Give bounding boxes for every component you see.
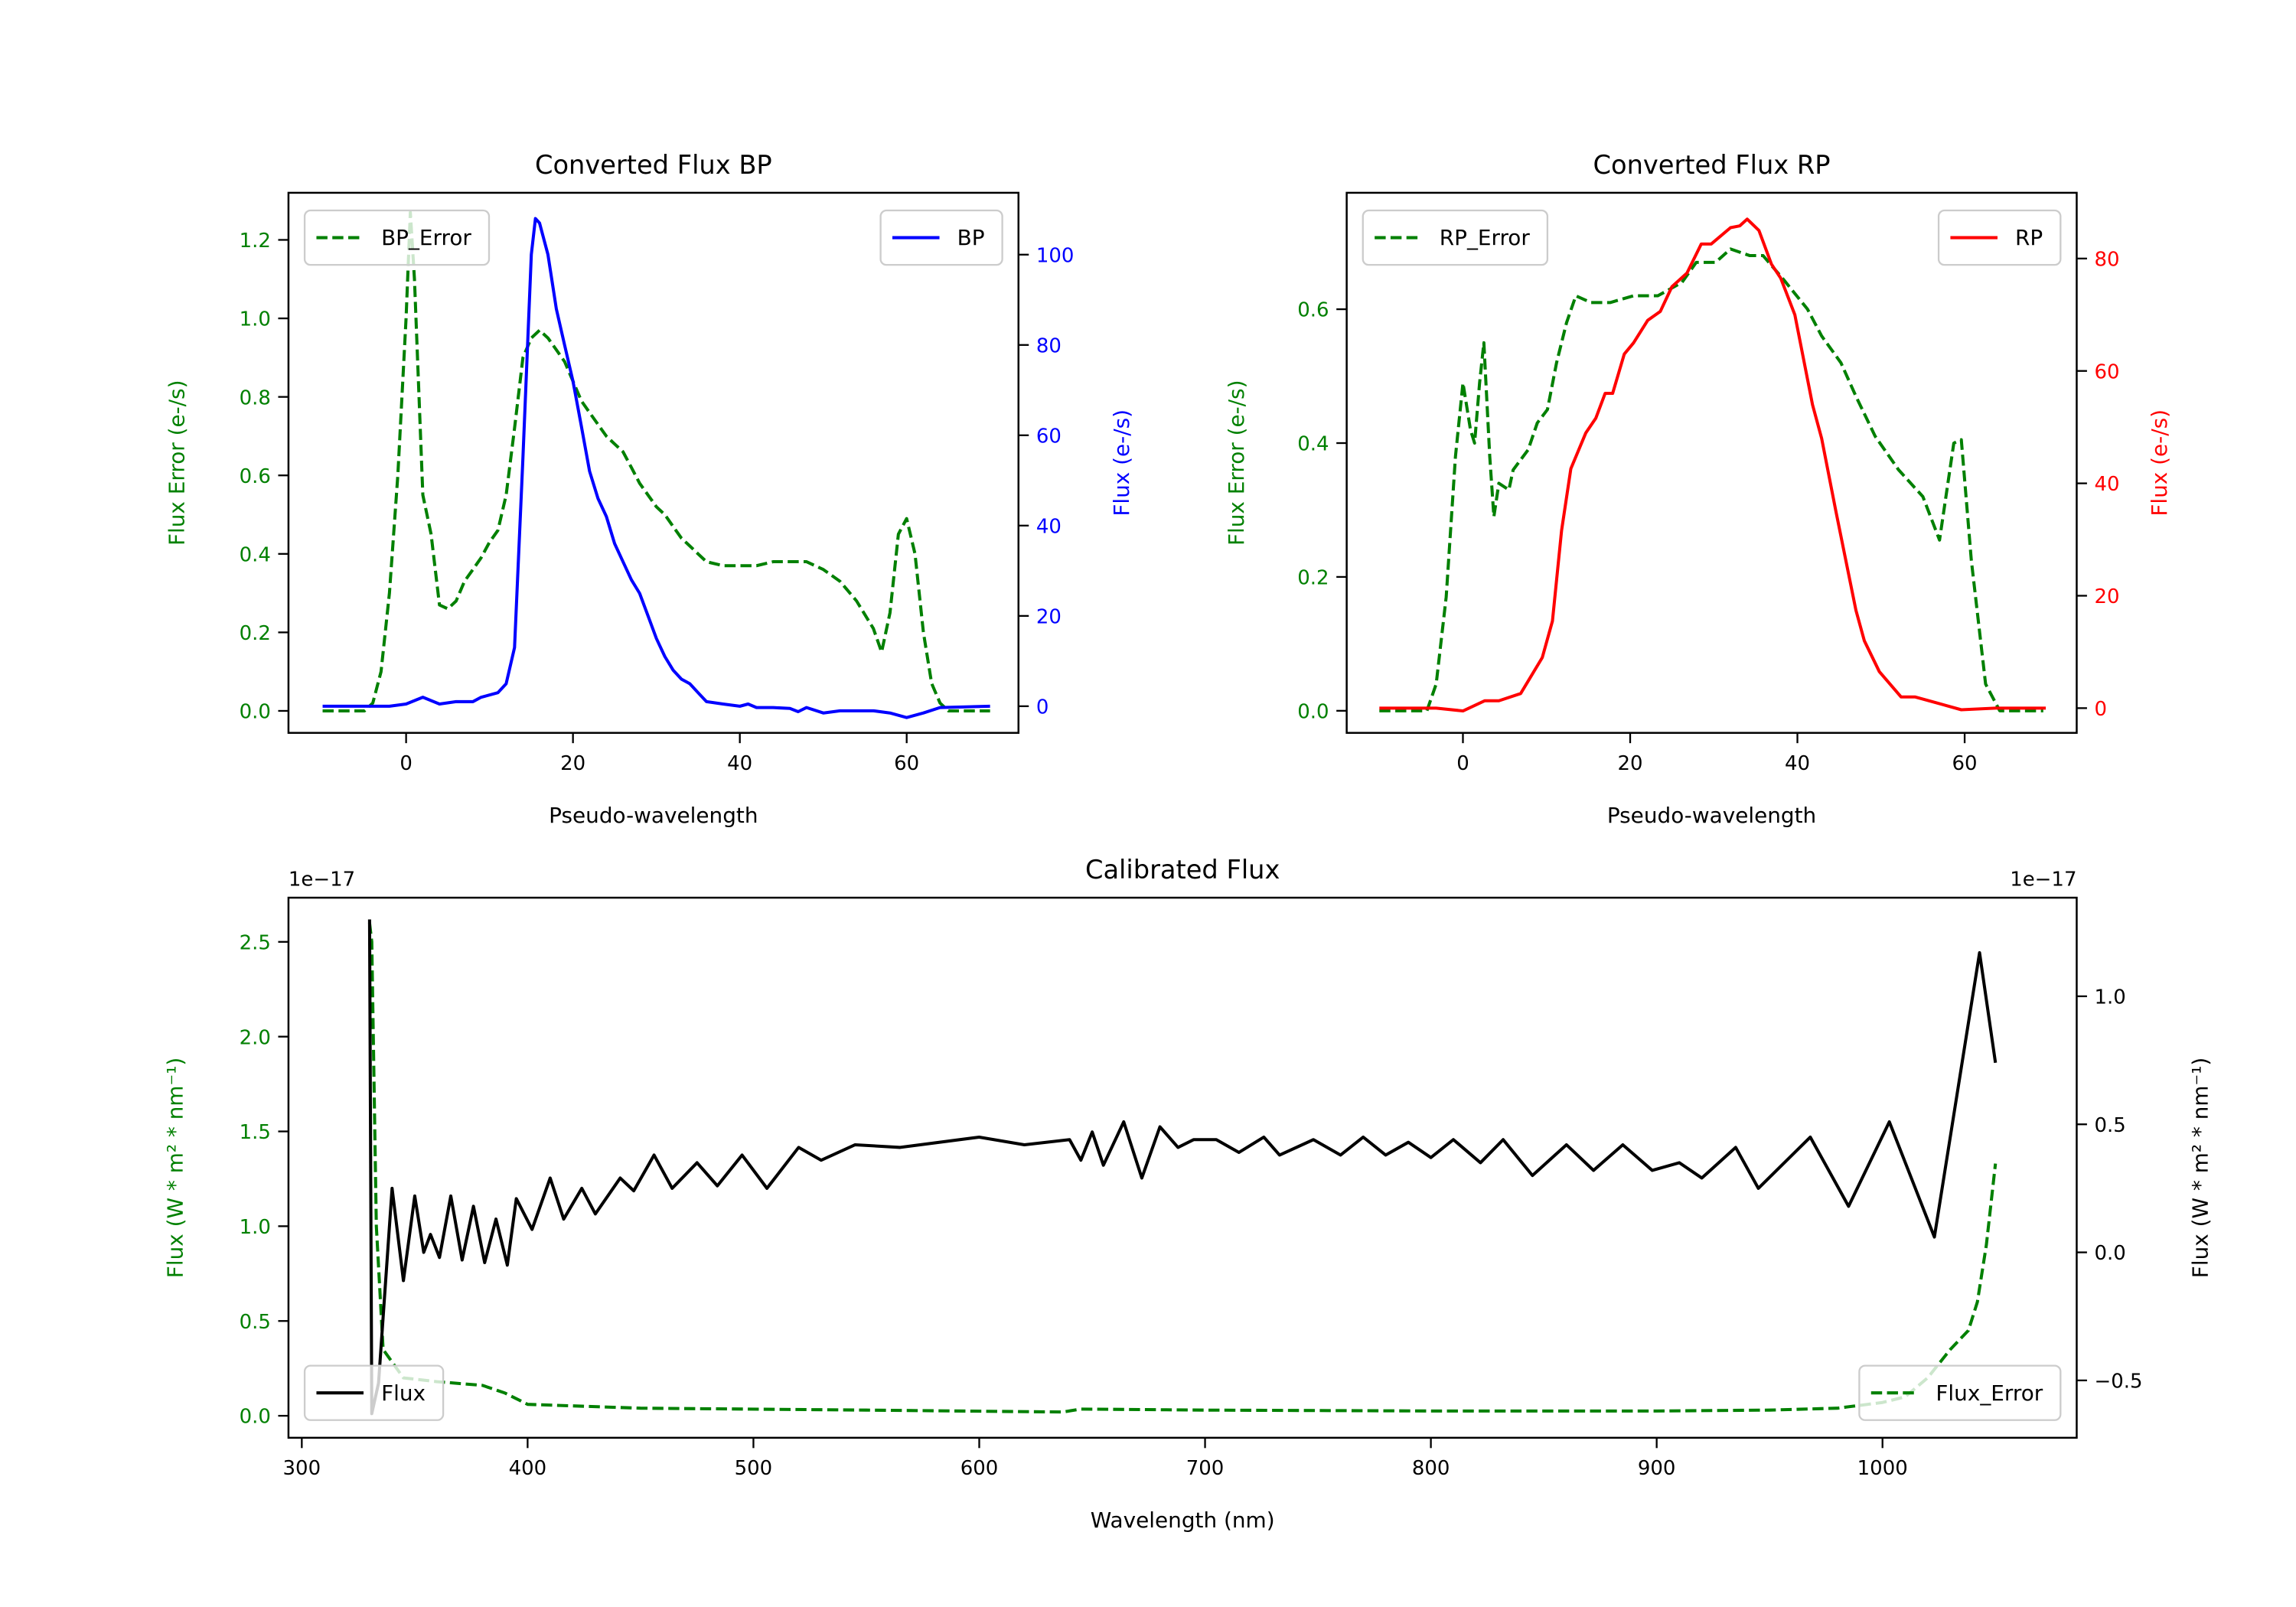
series-line-rp-error bbox=[1379, 247, 2043, 712]
x-tick-label: 40 bbox=[727, 752, 752, 775]
y-right-offset-text: 1e−17 bbox=[2010, 869, 2076, 892]
x-tick-label: 1000 bbox=[1857, 1457, 1908, 1480]
y-right-tick-label: 0 bbox=[1036, 696, 1049, 719]
legend-box bbox=[303, 209, 491, 266]
x-tick-label: 60 bbox=[1952, 752, 1978, 775]
y-left-tick-label: 0.0 bbox=[1297, 700, 1329, 723]
x-tick-label: 600 bbox=[960, 1457, 999, 1480]
y-right-tick-label: 40 bbox=[2095, 473, 2120, 496]
legend-label: RP_Error bbox=[1440, 225, 1531, 250]
x-tick-label: 900 bbox=[1638, 1457, 1676, 1480]
axes-frame bbox=[1345, 191, 2078, 734]
x-axis-label: Wavelength (nm) bbox=[1091, 1508, 1275, 1533]
y-right-tick-label: 80 bbox=[1036, 334, 1062, 357]
y-left-tick-label: 1.2 bbox=[240, 230, 271, 253]
y-right-axis-label: Flux (W * m² * nm⁻¹) bbox=[2188, 1058, 2213, 1278]
y-left-tick-label: 0.4 bbox=[1297, 433, 1329, 456]
x-tick-label: 60 bbox=[894, 752, 919, 775]
legend-rp: RP bbox=[1937, 209, 2062, 266]
series-line-bp bbox=[322, 217, 990, 719]
y-right-tick-label: 100 bbox=[1036, 244, 1075, 267]
series-line-bp-error bbox=[322, 210, 990, 713]
y-left-tick-label: 2.0 bbox=[240, 1026, 271, 1049]
legend-box bbox=[1362, 209, 1549, 266]
y-right-tick-label: −0.5 bbox=[2095, 1371, 2143, 1393]
chart-title: Converted Flux BP bbox=[535, 150, 772, 180]
y-left-offset-text: 1e−17 bbox=[289, 869, 355, 892]
x-tick-label: 700 bbox=[1186, 1457, 1225, 1480]
x-axis-label: Pseudo-wavelength bbox=[1607, 803, 1816, 828]
y-right-tick-label: 1.0 bbox=[2095, 986, 2126, 1009]
x-tick-label: 0 bbox=[1456, 752, 1469, 775]
legend-label: Flux_Error bbox=[1936, 1380, 2043, 1406]
chart-title: Calibrated Flux bbox=[1085, 855, 1280, 885]
y-left-tick-label: 1.5 bbox=[240, 1121, 271, 1144]
legend-rp-error: RP_Error bbox=[1362, 209, 1549, 266]
y-left-tick-label: 1.0 bbox=[240, 308, 271, 331]
chart-panel-1: 0 20 40 60 0.0 0.2 0.4 0.6 0.8 1.0 1.2 0 20 40 60 80 100… bbox=[164, 150, 1134, 828]
y-left-tick-label: 0.0 bbox=[240, 701, 271, 724]
axes-frame bbox=[287, 896, 2078, 1439]
x-tick-label: 20 bbox=[1617, 752, 1642, 775]
y-left-axis-label: Flux (W * m² * nm⁻¹) bbox=[162, 1058, 188, 1278]
y-right-tick-label: 0.5 bbox=[2095, 1114, 2126, 1137]
y-left-tick-label: 0.0 bbox=[240, 1406, 271, 1429]
y-right-tick-label: 20 bbox=[1036, 605, 1062, 628]
series-line-rp bbox=[1379, 217, 2047, 713]
x-tick-label: 40 bbox=[1785, 752, 1810, 775]
legend-label: Flux bbox=[381, 1380, 426, 1406]
legend-box bbox=[879, 209, 1003, 266]
y-left-tick-label: 0.5 bbox=[240, 1311, 271, 1334]
y-left-axis-label: Flux Error (e-/s) bbox=[1224, 380, 1249, 546]
panels: 0 20 40 60 0.0 0.2 0.4 0.6 0.8 1.0 1.2 0 20 40 60 80 100… bbox=[162, 150, 2213, 1533]
y-left-tick-label: 0.6 bbox=[1297, 299, 1329, 322]
legend-flux-error: Flux_Error bbox=[1858, 1364, 2062, 1421]
chart-panel-3: 300 400 500 600 700 800 900 1000 0.0 0.5 1.0 1.5 2.0… bbox=[162, 855, 2213, 1533]
legend-label: BP_Error bbox=[381, 225, 471, 250]
legend-bp-error: BP_Error bbox=[303, 209, 491, 266]
chart-title: Converted Flux RP bbox=[1593, 150, 1831, 180]
chart-panel-2: 0 20 40 60 0.0 0.2 0.4 0.6 0 20 40 60 80 Converted Fl… bbox=[1224, 150, 2172, 828]
x-axis-label: Pseudo-wavelength bbox=[549, 803, 758, 828]
y-right-tick-label: 60 bbox=[1036, 425, 1062, 448]
legend-label: RP bbox=[2015, 225, 2043, 250]
y-right-axis-label: Flux (e-/s) bbox=[2147, 409, 2172, 517]
series-line-flux bbox=[367, 919, 1998, 1416]
x-tick-label: 0 bbox=[400, 752, 413, 775]
y-right-axis-label: Flux (e-/s) bbox=[1109, 409, 1134, 517]
legend-box bbox=[303, 1364, 445, 1421]
legend-bp: BP bbox=[879, 209, 1003, 266]
x-tick-label: 800 bbox=[1412, 1457, 1450, 1480]
x-tick-label: 500 bbox=[735, 1457, 773, 1480]
y-right-tick-label: 0.0 bbox=[2095, 1242, 2126, 1265]
y-right-tick-label: 40 bbox=[1036, 515, 1062, 538]
y-left-tick-label: 0.2 bbox=[1297, 567, 1329, 590]
y-right-tick-label: 60 bbox=[2095, 360, 2120, 383]
y-right-tick-label: 20 bbox=[2095, 585, 2120, 608]
legend-box bbox=[1937, 209, 2062, 266]
x-tick-label: 300 bbox=[283, 1457, 321, 1480]
legend-flux: Flux bbox=[303, 1364, 445, 1421]
y-left-tick-label: 0.4 bbox=[240, 543, 271, 566]
y-left-tick-label: 0.2 bbox=[240, 622, 271, 645]
y-left-tick-label: 1.0 bbox=[240, 1216, 271, 1239]
y-right-tick-label: 0 bbox=[2095, 698, 2108, 721]
y-left-tick-label: 0.8 bbox=[240, 386, 271, 409]
y-left-tick-label: 0.6 bbox=[240, 465, 271, 488]
x-tick-label: 400 bbox=[509, 1457, 547, 1480]
axes-frame bbox=[287, 191, 1020, 734]
y-right-tick-label: 80 bbox=[2095, 248, 2120, 271]
legend-box bbox=[1858, 1364, 2062, 1421]
y-left-tick-label: 2.5 bbox=[240, 931, 271, 954]
y-left-axis-label: Flux Error (e-/s) bbox=[164, 380, 189, 546]
x-tick-label: 20 bbox=[560, 752, 585, 775]
legend-label: BP bbox=[957, 225, 985, 250]
